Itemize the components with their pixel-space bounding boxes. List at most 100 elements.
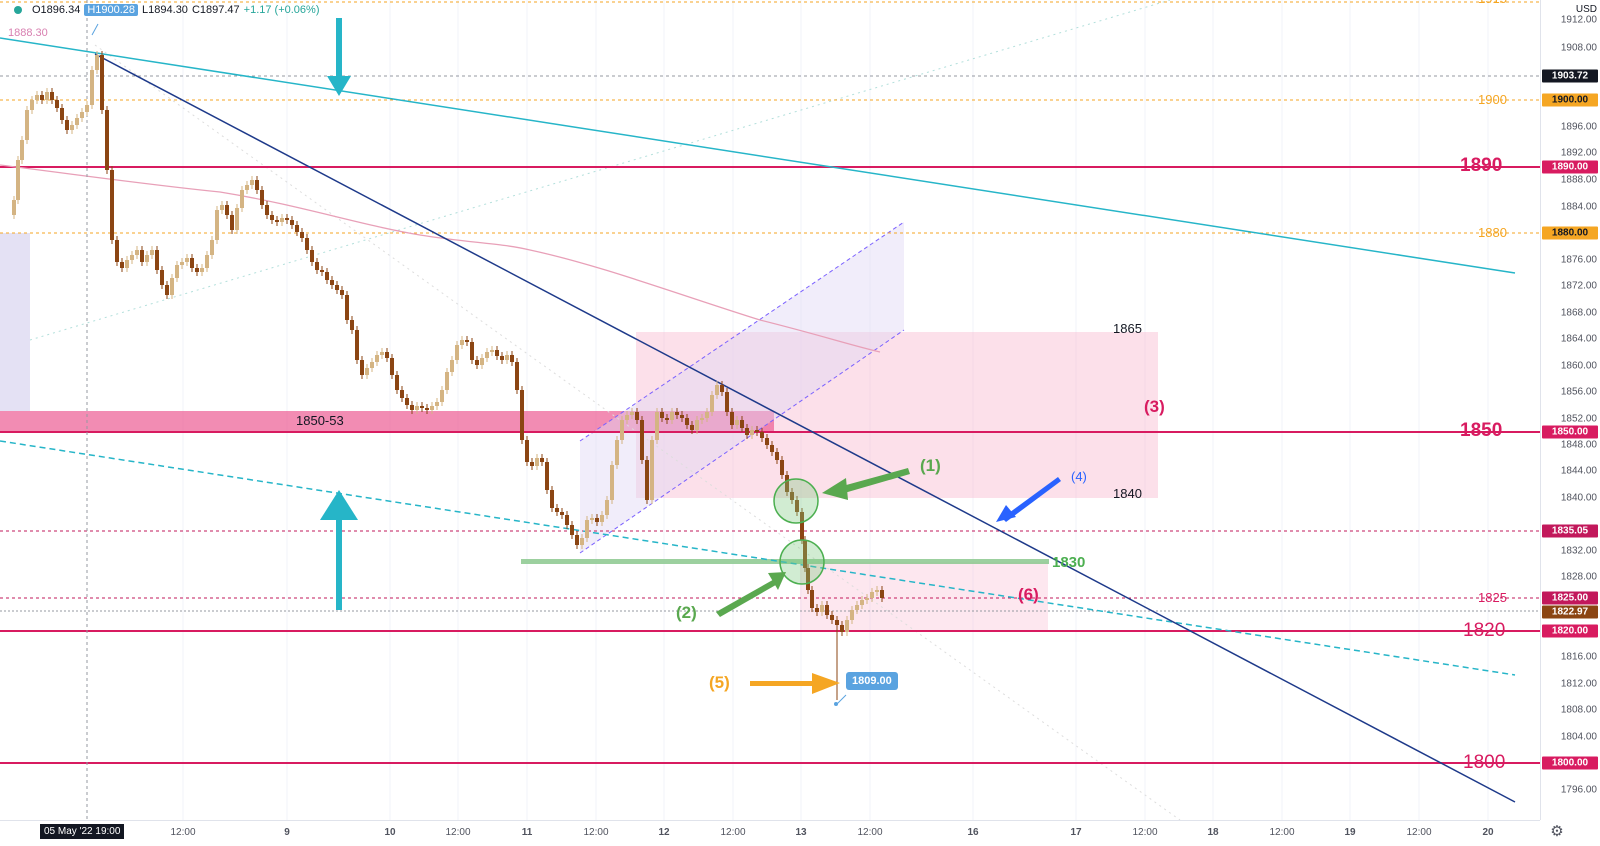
candle-body xyxy=(510,355,514,362)
candle-body xyxy=(385,352,389,358)
candle-body xyxy=(770,445,774,452)
candle-body xyxy=(150,250,154,255)
candle-body xyxy=(785,475,789,492)
time-tick: 17 xyxy=(1070,827,1082,838)
candle-body xyxy=(295,225,299,232)
chart-canvas[interactable]: O1896.34 H1900.28 L1894.30 C1897.47 +1.1… xyxy=(0,0,1540,820)
time-tick: 12:00 xyxy=(583,827,609,838)
candle-body xyxy=(370,362,374,368)
time-tick: 12:00 xyxy=(857,827,883,838)
candle-body xyxy=(70,125,74,130)
candle-body xyxy=(820,605,824,612)
candle-body xyxy=(430,406,434,410)
price-tag-1900: 1900.00 xyxy=(1542,93,1598,107)
price-tick: 1860.00 xyxy=(1560,360,1597,372)
candle-body xyxy=(495,350,499,356)
time-tick: 20 xyxy=(1482,827,1494,838)
candle-body xyxy=(95,55,99,70)
candle-body xyxy=(880,590,884,598)
candle-body xyxy=(270,215,274,220)
candle-body xyxy=(340,290,344,295)
price-tick: 1896.00 xyxy=(1560,121,1597,133)
candle-body xyxy=(550,490,554,508)
price-tag-1825: 1825.00 xyxy=(1542,591,1598,605)
price-tick: 1856.00 xyxy=(1560,386,1597,398)
currency-selector[interactable]: USD xyxy=(1575,4,1597,15)
candle-body xyxy=(35,95,39,100)
candle-body xyxy=(775,452,779,460)
candle-body xyxy=(840,625,844,632)
candle-body xyxy=(780,460,784,475)
candle-body xyxy=(830,615,834,620)
candle-body xyxy=(715,385,719,395)
label-wave-3: (3) xyxy=(1144,397,1165,416)
price-tick: 1912.00 xyxy=(1560,14,1597,26)
candle-body xyxy=(290,220,294,225)
candle-body xyxy=(635,412,639,420)
candle-body xyxy=(410,405,414,410)
time-tick: 12:00 xyxy=(1132,827,1158,838)
candle-body xyxy=(145,255,149,262)
candle-body xyxy=(65,120,69,130)
candle-body xyxy=(730,412,734,425)
time-tick: 19 xyxy=(1344,827,1356,838)
price-axis[interactable]: USD 1912.00 1908.00 1896.00 1892.00 1888.00 1… xyxy=(1540,0,1600,820)
price-tag-1880: 1880.00 xyxy=(1542,226,1598,240)
candle-body xyxy=(30,100,34,110)
candle-body xyxy=(400,390,404,398)
time-axis[interactable]: 12:00 9 10 12:00 11 12:00 12 12:00 13 12:00 16 17 12… xyxy=(0,820,1540,846)
candle-body xyxy=(670,412,674,420)
candle-body xyxy=(105,110,109,170)
candle-body xyxy=(460,340,464,345)
candle-body xyxy=(560,512,564,515)
candle-body xyxy=(12,200,16,215)
circle-2 xyxy=(779,539,825,585)
settings-gear-icon[interactable]: ⚙ xyxy=(1550,823,1564,840)
candle-body xyxy=(255,180,259,190)
label-wave-5: (5) xyxy=(709,673,730,692)
candle-body xyxy=(375,355,379,362)
candle-body xyxy=(450,360,454,372)
candle-body xyxy=(765,438,769,445)
candle-body xyxy=(515,362,519,390)
level-label-1800: 1800 xyxy=(1463,752,1506,773)
candle-body xyxy=(625,415,629,420)
candle-body xyxy=(630,412,634,415)
label-wave-4: (4) xyxy=(1071,469,1087,484)
price-tick: 1892.00 xyxy=(1560,147,1597,159)
price-tick: 1808.00 xyxy=(1560,704,1597,716)
candle-body xyxy=(310,250,314,262)
candle-body xyxy=(675,412,679,415)
candle-body xyxy=(665,418,669,420)
price-tick: 1812.00 xyxy=(1560,678,1597,690)
candle-body xyxy=(45,92,49,100)
candle-body xyxy=(540,458,544,462)
candle-body xyxy=(175,265,179,278)
time-tick: 12 xyxy=(658,827,670,838)
candle-body xyxy=(265,205,269,215)
candle-body xyxy=(160,270,164,285)
candle-body xyxy=(285,218,289,220)
left-zone xyxy=(0,233,30,411)
low-callout[interactable]: 1809.00 xyxy=(846,672,898,690)
level-label-1880: 1880 xyxy=(1478,225,1507,240)
ohlc-legend: O1896.34 H1900.28 L1894.30 C1897.47 +1.1… xyxy=(4,4,320,16)
candle-body xyxy=(20,140,24,160)
ohlc-close: C1897.47 xyxy=(191,4,240,16)
candle-body xyxy=(170,278,174,295)
circle-1 xyxy=(773,478,819,524)
candle-body xyxy=(660,412,664,418)
candle-body xyxy=(215,210,219,240)
candle-body xyxy=(55,100,59,108)
candle-body xyxy=(120,262,124,268)
time-tick: 11 xyxy=(521,827,533,838)
candle-body xyxy=(60,108,64,120)
candle-body xyxy=(875,590,879,592)
candle-body xyxy=(865,598,869,600)
candle-body xyxy=(250,180,254,185)
ohlc-high: H1900.28 xyxy=(84,4,139,16)
price-tick: 1868.00 xyxy=(1560,307,1597,319)
price-tag-1820: 1820.00 xyxy=(1542,624,1598,638)
candle-body xyxy=(740,420,744,428)
candle-body xyxy=(760,432,764,438)
